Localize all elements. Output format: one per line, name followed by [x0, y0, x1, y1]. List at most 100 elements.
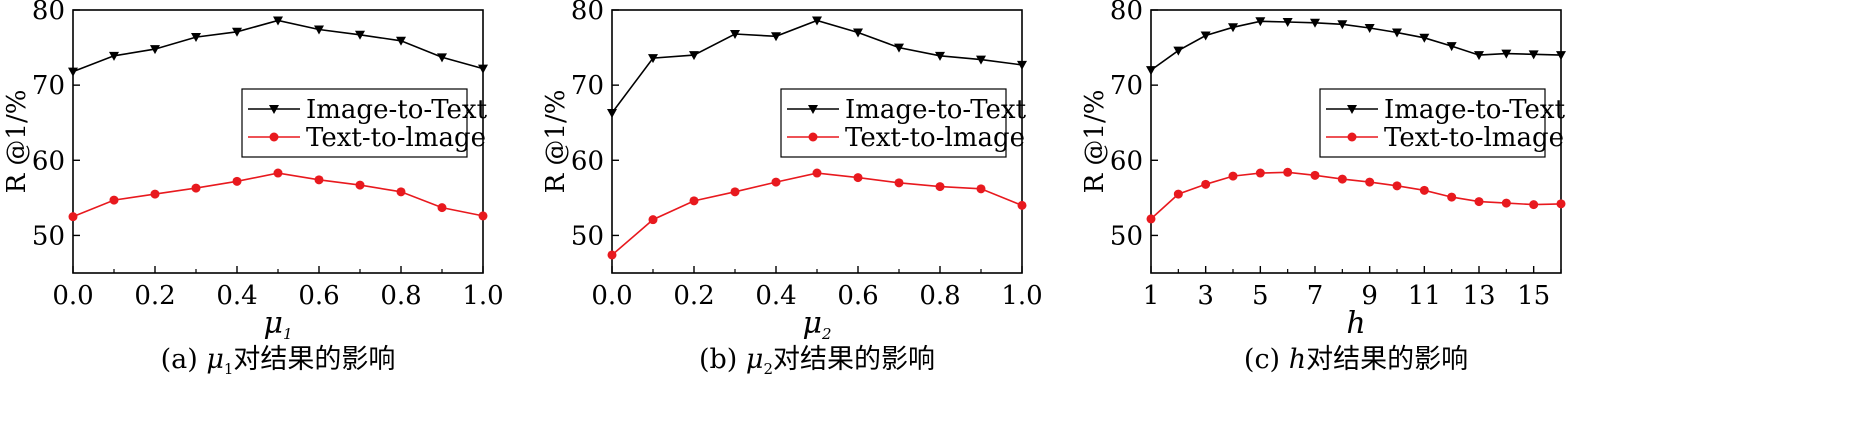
- data-point: [1228, 23, 1238, 33]
- panel-caption: (b) μ2对结果的影响: [699, 344, 935, 378]
- x-tick-label: 0.6: [298, 281, 339, 311]
- data-point: [689, 196, 699, 206]
- data-point: [1146, 214, 1156, 224]
- x-tick-label: 7: [1307, 281, 1324, 311]
- x-tick-label: 3: [1197, 281, 1214, 311]
- x-tick-label: 15: [1517, 281, 1550, 311]
- data-point: [1528, 50, 1539, 60]
- series-line-text-to-image: [72, 172, 484, 218]
- x-tick-label: 0.0: [591, 281, 632, 311]
- data-point: [1282, 18, 1293, 28]
- y-tick-label: 50: [1110, 221, 1143, 251]
- data-point: [1364, 24, 1375, 34]
- legend-marker: [1347, 105, 1357, 114]
- x-tick-label: 0.0: [52, 281, 93, 311]
- chart-panel-1: 50 60 70 80 0.0 0.2 0.4 0.6 0.8 1.0 R @1/% μ1(a) μ1…: [2, 0, 504, 378]
- data-point: [894, 43, 904, 53]
- y-tick-label: 50: [571, 221, 604, 251]
- legend-marker: [808, 132, 818, 142]
- data-point: [1173, 46, 1184, 56]
- data-point: [1529, 200, 1539, 210]
- data-point: [109, 195, 119, 205]
- y-axis-label: R @1/%: [1080, 90, 1110, 194]
- data-point: [355, 180, 365, 190]
- y-tick-label: 80: [32, 0, 65, 26]
- data-point: [232, 176, 242, 186]
- data-point: [1446, 42, 1457, 52]
- data-point: [894, 178, 904, 188]
- x-tick-label: 0.6: [837, 281, 878, 311]
- x-tick-label: 1.0: [1001, 281, 1042, 311]
- data-point: [648, 215, 658, 225]
- y-tick-label: 70: [1110, 71, 1143, 101]
- data-point: [1146, 66, 1156, 76]
- data-point: [1556, 51, 1566, 61]
- y-tick-label: 60: [571, 146, 604, 176]
- data-point: [730, 187, 740, 197]
- panel-caption: (c) h对结果的影响: [1244, 344, 1468, 375]
- y-tick-label: 80: [1110, 0, 1143, 26]
- data-point: [689, 51, 699, 61]
- data-point: [1173, 189, 1183, 199]
- data-point: [1201, 179, 1211, 189]
- data-point: [314, 25, 324, 35]
- data-point: [812, 16, 822, 26]
- series-line-text-to-image: [611, 172, 1023, 256]
- x-tick-label: 1.0: [462, 281, 503, 311]
- data-point: [771, 177, 781, 187]
- data-point: [1017, 200, 1027, 210]
- data-point: [1017, 60, 1027, 70]
- legend-marker: [269, 132, 279, 142]
- data-point: [1255, 168, 1265, 178]
- data-point: [1474, 51, 1484, 61]
- y-axis-label: R @1/%: [2, 90, 32, 194]
- x-tick-label: 13: [1462, 281, 1495, 311]
- series-line-image-to-text: [1150, 20, 1562, 71]
- x-tick-label: 0.8: [919, 281, 960, 311]
- data-point: [150, 45, 160, 55]
- x-tick-label: 11: [1408, 281, 1441, 311]
- x-tick-label: 9: [1361, 281, 1378, 311]
- legend-box: [241, 88, 468, 158]
- y-tick-label: 70: [32, 71, 65, 101]
- data-point: [1200, 31, 1211, 41]
- x-axis-label: μ2: [802, 306, 831, 343]
- data-point: [1392, 28, 1402, 38]
- data-point: [935, 51, 945, 61]
- data-point: [1365, 177, 1375, 187]
- x-tick-label: 5: [1252, 281, 1269, 311]
- data-point: [191, 183, 201, 193]
- data-point: [1474, 197, 1484, 207]
- data-point: [437, 53, 447, 63]
- data-point: [1228, 171, 1238, 181]
- legend-box: [780, 88, 1007, 158]
- legend-label: Text-to-lmage: [1384, 123, 1564, 153]
- data-point: [1501, 49, 1512, 59]
- data-point: [314, 175, 324, 185]
- panel-caption: (a) μ1对结果的影响: [161, 344, 396, 378]
- x-tick-label: 0.8: [380, 281, 421, 311]
- data-point: [1501, 198, 1511, 208]
- data-point: [1392, 181, 1402, 191]
- data-point: [273, 168, 283, 178]
- y-tick-label: 60: [1110, 146, 1143, 176]
- data-point: [68, 212, 78, 222]
- y-tick-label: 60: [32, 146, 65, 176]
- legend-label: Image-to-Text: [306, 95, 488, 125]
- data-point: [812, 168, 822, 178]
- data-point: [396, 187, 406, 197]
- data-point: [935, 182, 945, 192]
- data-point: [1310, 18, 1320, 28]
- x-axis-label: h: [1346, 306, 1365, 341]
- data-point: [437, 203, 447, 213]
- data-point: [273, 16, 283, 26]
- data-point: [607, 108, 617, 118]
- data-point: [1447, 192, 1457, 202]
- data-point: [607, 250, 617, 260]
- data-point: [396, 36, 406, 46]
